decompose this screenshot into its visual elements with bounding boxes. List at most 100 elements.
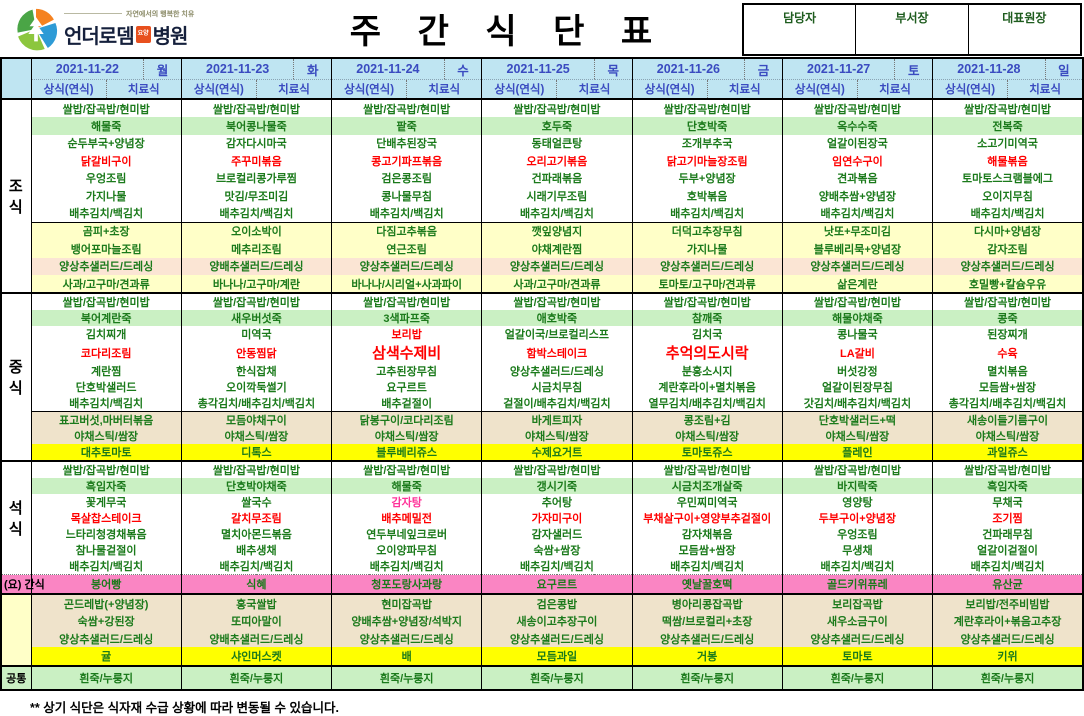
menu-cell: 옛날꿀호떡 xyxy=(631,574,783,595)
menu-cell: 쌀밥/잡곡밥/현미밥 xyxy=(631,97,783,118)
menu-cell: 된장찌개 xyxy=(932,326,1083,343)
logo-name-suffix: 병원 xyxy=(152,25,189,48)
menu-cell: 양상추샐러드/드레싱 xyxy=(932,630,1083,648)
menu-cell: 양상추샐러드/드레싱 xyxy=(481,363,633,380)
menu-cell: 북어계란죽 xyxy=(31,310,182,327)
menu-row: 숙쌈+강된장 또띠아말이 양배추쌈+양념장/석박지 새송이고추장구이 떡쌈/브로컬리+초… xyxy=(1,612,1083,631)
menu-cell: 모듬쌈+쌈장 xyxy=(631,542,783,559)
menu-cell: 미역국 xyxy=(180,326,332,343)
menu-cell: 바지락죽 xyxy=(781,478,933,495)
menu-cell: 쌀밥/잡곡밥/현미밥 xyxy=(631,292,783,311)
menu-cell: 갱시기죽 xyxy=(481,478,633,495)
menu-cell: 수제요거트 xyxy=(481,444,633,462)
menu-cell: 배추생채 xyxy=(180,542,332,559)
menu-cell: 양배추쌈+양념장 xyxy=(781,186,933,205)
menu-cell: 삼색수제비 xyxy=(331,342,482,364)
date-row: 2021-11-22 월 2021-11-23 화 2021-11-24 수 2021-11… xyxy=(1,58,1083,100)
mealtype-cell: 치료식 xyxy=(406,79,482,100)
menu-cell: 단호박야채죽 xyxy=(180,478,332,495)
menu-cell: 콩조림+김 xyxy=(631,411,783,429)
date-cell: 2021-11-23 xyxy=(180,58,294,80)
mealtype-cell: 상식(연식) xyxy=(781,79,858,100)
menu-cell: 메추리조림 xyxy=(180,240,332,258)
menu-cell: 쌀밥/잡곡밥/현미밥 xyxy=(180,97,332,118)
mealtype-cell: 상식(연식) xyxy=(481,79,557,100)
menu-cell: 감자샐러드 xyxy=(481,526,633,543)
menu-cell: 뱅어포마늘조림 xyxy=(31,240,182,258)
menu-cell: 배추김치/백김치 xyxy=(331,558,482,575)
menu-cell: 총각김치/배추김치/백김치 xyxy=(180,395,332,412)
mealtype-cell: 상식(연식) xyxy=(31,79,107,100)
menu-cell: 야채스틱/쌈장 xyxy=(31,428,182,445)
menu-cell: 고추된장무침 xyxy=(331,363,482,380)
menu-cell: 양상추샐러드/드레싱 xyxy=(31,257,182,275)
menu-cell: LA갈비 xyxy=(781,342,933,364)
menu-cell: 영양탕 xyxy=(781,494,933,511)
menu-cell: 열무김치/배추김치/백김치 xyxy=(631,395,783,412)
menu-cell: 얼갈이된장무침 xyxy=(781,379,933,396)
mealtype-cell: 치료식 xyxy=(105,79,182,100)
menu-cell: 배추메밀전 xyxy=(331,510,482,527)
menu-cell: 호박볶음 xyxy=(631,186,783,205)
menu-cell: 또띠아말이 xyxy=(180,612,332,631)
menu-row: 북어계란죽 새우버섯죽 3색파프죽 애호박죽 참깨죽 해물야채죽 콩죽 xyxy=(1,310,1083,327)
dow-cell: 일 xyxy=(1044,58,1083,80)
date-cell: 2021-11-27 xyxy=(781,58,895,80)
menu-cell: 양상추샐러드/드레싱 xyxy=(31,630,182,648)
menu-cell: 쌀밥/잡곡밥/현미밥 xyxy=(481,97,633,118)
mealtype-cell: 상식(연식) xyxy=(331,79,407,100)
date-cell: 2021-11-25 xyxy=(481,58,595,80)
menu-cell: 검은콩밥 xyxy=(481,593,633,613)
approval-box: 담당자 부서장 대표원장 xyxy=(742,3,1082,56)
menu-cell: 해물죽 xyxy=(331,478,482,495)
menu-cell: 더덕고추장무침 xyxy=(631,221,783,241)
menu-cell: 요구르트 xyxy=(481,574,633,595)
menu-cell: 양배추쌈+양념장/석박지 xyxy=(331,612,482,631)
menu-row: 순두부국+양념장 감자다시마국 단배추된장국 동태얼큰탕 조개부추국 얼갈이된장국 소고기미… xyxy=(1,134,1083,153)
menu-row: 꽃게무국 쌀국수 감자탕 추어탕 우민찌미역국 영양탕 무채국 xyxy=(1,494,1083,511)
menu-cell: 붕어빵 xyxy=(31,574,182,595)
date-cell: 2021-11-28 xyxy=(932,58,1046,80)
menu-row: 우엉조림 브로컬리콩가루찜 검은콩조림 건파래볶음 두부+양념장 견과볶음 토마토스크램블에… xyxy=(1,169,1083,187)
menu-cell: 양배추샐러드/드레싱 xyxy=(180,630,332,648)
menu-cell: 병아리콩잡곡밥 xyxy=(631,593,783,613)
menu-cell: 쌀밥/잡곡밥/현미밥 xyxy=(331,97,482,118)
menu-cell: 대추토마토 xyxy=(31,444,182,462)
menu-cell: 야채스틱/쌈장 xyxy=(331,428,482,445)
menu-row: 참나물겉절이 배추생채 오이양파무침 숙쌈+쌈장 모듬쌈+쌈장 무생채 얼갈이겉절이 xyxy=(1,542,1083,559)
menu-cell: 단호박샐러드+떡 xyxy=(781,411,933,429)
menu-cell: 해물죽 xyxy=(31,117,182,135)
menu-cell: 양상추샐러드/드레싱 xyxy=(631,630,783,648)
menu-cell: 전복죽 xyxy=(932,117,1083,135)
menu-cell: 김치국 xyxy=(631,326,783,343)
menu-cell: 쌀밥/잡곡밥/현미밥 xyxy=(781,292,933,311)
menu-cell: 쌀밥/잡곡밥/현미밥 xyxy=(31,460,182,479)
menu-cell: 시래기무조림 xyxy=(481,186,633,205)
menu-cell: 검은콩조림 xyxy=(331,169,482,187)
menu-cell: 단호박샐러드 xyxy=(31,379,182,396)
menu-row: 중식 쌀밥/잡곡밥/현미밥 쌀밥/잡곡밥/현미밥 쌀밥/잡곡밥/현미밥 쌀밥/잡곡밥/현… xyxy=(1,292,1083,462)
menu-cell: 양상추샐러드/드레싱 xyxy=(932,257,1083,275)
menu-cell: 배추겉절이 xyxy=(331,395,482,412)
menu-cell: 디톡스 xyxy=(180,444,332,462)
menu-cell: 배추김치/백김치 xyxy=(481,558,633,575)
menu-cell: 배추김치/백김치 xyxy=(631,204,783,223)
menu-cell: 배추김치/백김치 xyxy=(331,204,482,223)
menu-cell: 플레인 xyxy=(781,444,933,462)
menu-cell: 배추김치/백김치 xyxy=(31,558,182,575)
menu-row: 느타리청경채볶음 멸치아몬드볶음 연두부네잎크로버 감자샐러드 감자채볶음 우엉조림 건파래… xyxy=(1,526,1083,543)
approval-cell-director: 대표원장 xyxy=(967,5,1080,54)
menu-row: 가지나물 맛김/무조미김 콩나물무침 시래기무조림 호박볶음 양배추쌈+양념장 오이지무침 xyxy=(1,186,1083,205)
menu-cell: 쌀밥/잡곡밥/현미밥 xyxy=(180,460,332,479)
menu-cell: 배추김치/백김치 xyxy=(180,204,332,223)
menu-cell: 버섯강정 xyxy=(781,363,933,380)
menu-cell: 참나물겉절이 xyxy=(31,542,182,559)
menu-cell: 배추김치/백김치 xyxy=(781,558,933,575)
menu-cell: 견과볶음 xyxy=(781,169,933,187)
dow-cell: 토 xyxy=(894,58,933,80)
menu-row: 해물죽 북어콩나물죽 팥죽 호두죽 단호박죽 옥수수죽 전복죽 xyxy=(1,117,1083,135)
menu-cell: 블루베리쥬스 xyxy=(331,444,482,462)
menu-row: 코다리조림 안동찜닭 삼색수제비 함박스테이크 추억의도시락 LA갈비 수육 xyxy=(1,342,1083,364)
menu-cell: 임연수구이 xyxy=(781,152,933,170)
menu-row: 사과/고구마/견과류 바나나/고구마/계란 바나나/시리얼+사과파이 사과/고구마/견… xyxy=(1,274,1083,294)
